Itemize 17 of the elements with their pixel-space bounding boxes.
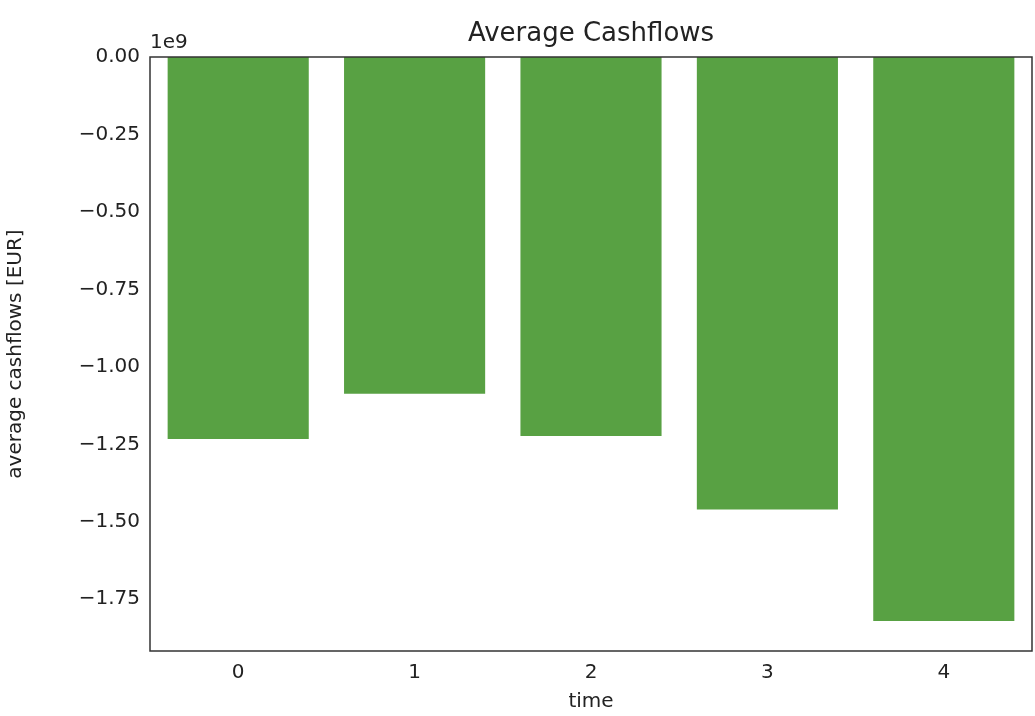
- text: 1e9: [150, 29, 188, 54]
- x-tick-label: 0: [231, 659, 245, 684]
- x-tick-label: 1: [408, 659, 421, 684]
- y-tick-label: −1.25: [78, 430, 140, 455]
- y-tick-label: 0.00: [95, 43, 140, 68]
- y-tick-label: −1.00: [78, 353, 140, 378]
- y-tick-label: −1.50: [78, 507, 140, 532]
- y-tick-label: −0.25: [78, 120, 140, 145]
- chart-title: Average Cashflows: [467, 16, 715, 47]
- x-axis-title: time: [568, 688, 614, 713]
- y-tick-label: −0.75: [78, 275, 140, 300]
- x-tick-label: 2: [584, 659, 598, 684]
- y-axis-title: average cashflows [EUR]: [2, 229, 27, 479]
- x-tick-label: 3: [761, 659, 774, 684]
- x-tick-label: 4: [937, 659, 951, 684]
- y-tick-label: −1.75: [78, 585, 140, 610]
- y-tick-label: −0.50: [78, 198, 140, 223]
